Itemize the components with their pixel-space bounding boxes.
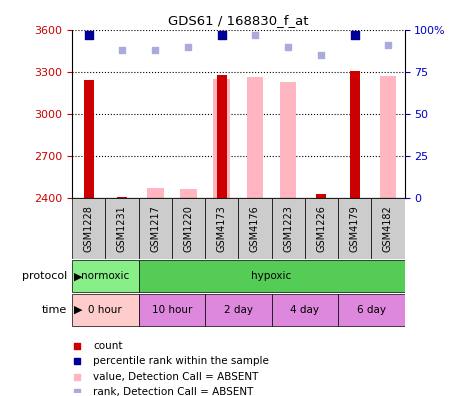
Bar xyxy=(217,74,226,198)
Text: GSM1228: GSM1228 xyxy=(84,205,94,252)
Text: GSM4173: GSM4173 xyxy=(217,205,227,252)
Text: 4 day: 4 day xyxy=(290,305,319,315)
Point xyxy=(384,42,392,48)
FancyBboxPatch shape xyxy=(139,260,405,292)
FancyBboxPatch shape xyxy=(72,260,139,292)
FancyBboxPatch shape xyxy=(205,198,239,259)
FancyBboxPatch shape xyxy=(172,198,205,259)
Bar xyxy=(147,188,164,198)
FancyBboxPatch shape xyxy=(338,294,405,326)
Text: hypoxic: hypoxic xyxy=(252,271,292,281)
Point xyxy=(251,32,259,38)
Title: GDS61 / 168830_f_at: GDS61 / 168830_f_at xyxy=(168,14,309,27)
Point xyxy=(73,358,81,364)
Text: GSM4176: GSM4176 xyxy=(250,205,260,252)
Point xyxy=(218,32,226,38)
Text: 0 hour: 0 hour xyxy=(88,305,122,315)
Text: GSM1220: GSM1220 xyxy=(183,205,193,252)
Text: GSM1223: GSM1223 xyxy=(283,205,293,252)
FancyBboxPatch shape xyxy=(72,198,105,259)
Text: ▶: ▶ xyxy=(74,271,83,281)
Text: percentile rank within the sample: percentile rank within the sample xyxy=(93,356,269,366)
Point xyxy=(185,43,192,50)
Point xyxy=(73,373,81,380)
Text: time: time xyxy=(42,305,67,315)
Text: GSM1226: GSM1226 xyxy=(316,205,326,252)
Text: GSM4182: GSM4182 xyxy=(383,205,393,252)
Bar xyxy=(379,76,396,198)
FancyBboxPatch shape xyxy=(239,198,272,259)
Text: rank, Detection Call = ABSENT: rank, Detection Call = ABSENT xyxy=(93,387,253,396)
Bar xyxy=(280,82,297,198)
Text: normoxic: normoxic xyxy=(81,271,129,281)
FancyBboxPatch shape xyxy=(272,294,338,326)
Bar xyxy=(317,194,326,198)
Text: GSM4179: GSM4179 xyxy=(350,205,360,252)
Text: ▶: ▶ xyxy=(74,305,83,315)
FancyBboxPatch shape xyxy=(205,294,272,326)
Text: GSM1231: GSM1231 xyxy=(117,205,127,252)
Bar xyxy=(117,197,127,198)
Point xyxy=(118,47,126,53)
Point xyxy=(73,343,81,349)
FancyBboxPatch shape xyxy=(105,198,139,259)
Text: 6 day: 6 day xyxy=(357,305,386,315)
Bar xyxy=(213,79,230,198)
FancyBboxPatch shape xyxy=(305,198,338,259)
Text: 2 day: 2 day xyxy=(224,305,253,315)
FancyBboxPatch shape xyxy=(139,294,205,326)
Point xyxy=(285,43,292,50)
Text: GSM1217: GSM1217 xyxy=(150,205,160,252)
Point xyxy=(73,389,81,395)
Bar xyxy=(350,71,359,198)
Bar xyxy=(84,80,93,198)
Point xyxy=(318,52,325,58)
FancyBboxPatch shape xyxy=(372,198,405,259)
FancyBboxPatch shape xyxy=(139,198,172,259)
Bar xyxy=(246,77,263,198)
Point xyxy=(351,32,359,38)
Point xyxy=(85,32,93,38)
Point xyxy=(152,47,159,53)
FancyBboxPatch shape xyxy=(338,198,372,259)
Text: value, Detection Call = ABSENT: value, Detection Call = ABSENT xyxy=(93,372,259,382)
FancyBboxPatch shape xyxy=(72,294,139,326)
Text: count: count xyxy=(93,341,122,351)
FancyBboxPatch shape xyxy=(272,198,305,259)
Text: 10 hour: 10 hour xyxy=(152,305,192,315)
Bar xyxy=(180,189,197,198)
Text: protocol: protocol xyxy=(22,271,67,281)
